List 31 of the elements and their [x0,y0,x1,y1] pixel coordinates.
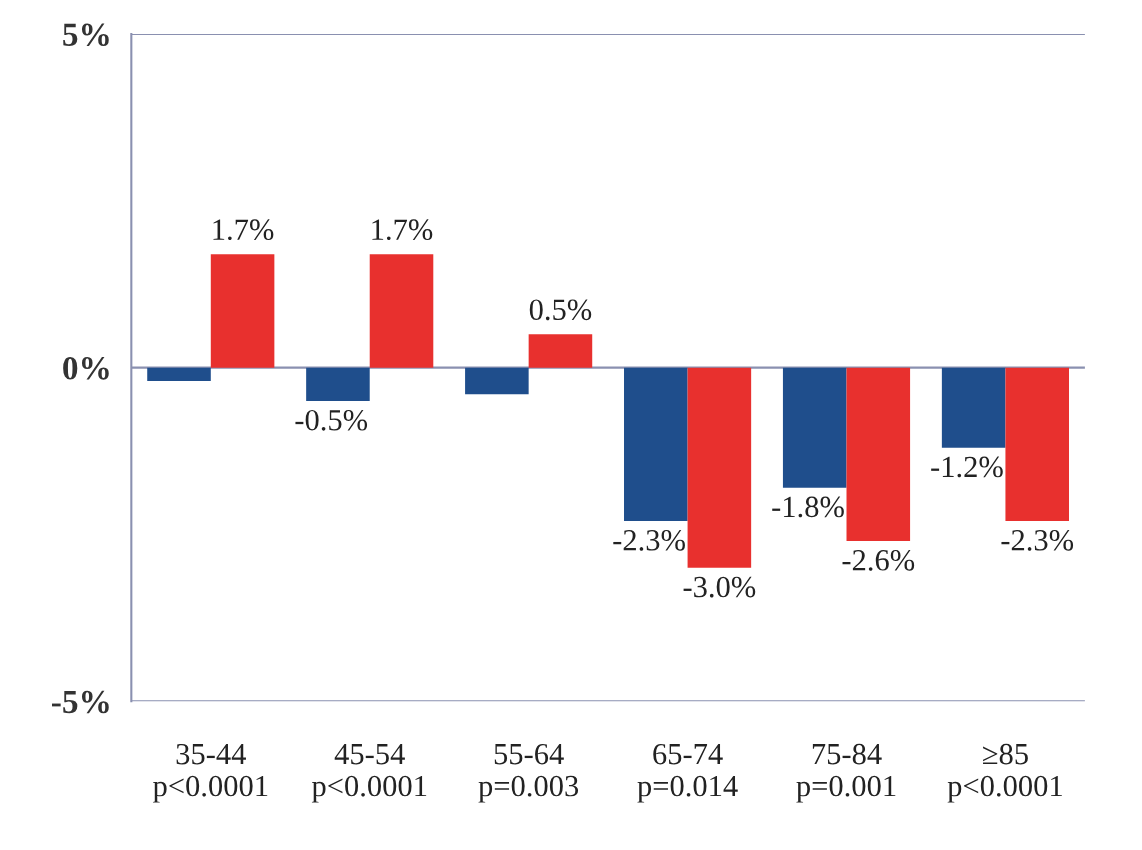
bar [369,254,434,368]
bar [1005,367,1070,522]
bar [941,367,1006,448]
bar [846,367,911,542]
bar [465,367,529,395]
data-label: -2.6% [842,550,915,571]
data-label: -2.3% [613,529,685,551]
data-label: 1.7% [372,219,433,241]
y-tick-label: -5% [52,690,109,714]
x-tick-label: 75-84 p=0.001 [796,743,896,803]
data-label: -3.0% [683,576,756,598]
bar [306,367,370,401]
data-label: -2.3% [1001,529,1074,551]
bar [147,367,211,381]
data-label: -1.8% [772,496,844,518]
x-tick-label: 65-74 p=0.014 [637,743,738,803]
data-label: -1.2% [931,456,1003,478]
y-tick-label: 0% [63,357,109,380]
y-tick-label: 5% [63,23,109,46]
bar [782,367,847,488]
bar [687,367,752,568]
x-tick-label: 55-64 p=0.003 [478,743,579,803]
x-tick-label: 45-54 p<0.0001 [311,744,427,803]
data-label: 0.5% [529,299,592,321]
x-tick-label: 35-44 p<0.0001 [153,743,268,803]
bar [624,367,688,522]
data-label: 1.7% [213,219,274,241]
x-tick-label: ≥85 p<0.0001 [947,743,1062,803]
bar [210,254,275,368]
data-label: -0.5% [295,409,368,431]
bar [528,334,593,368]
